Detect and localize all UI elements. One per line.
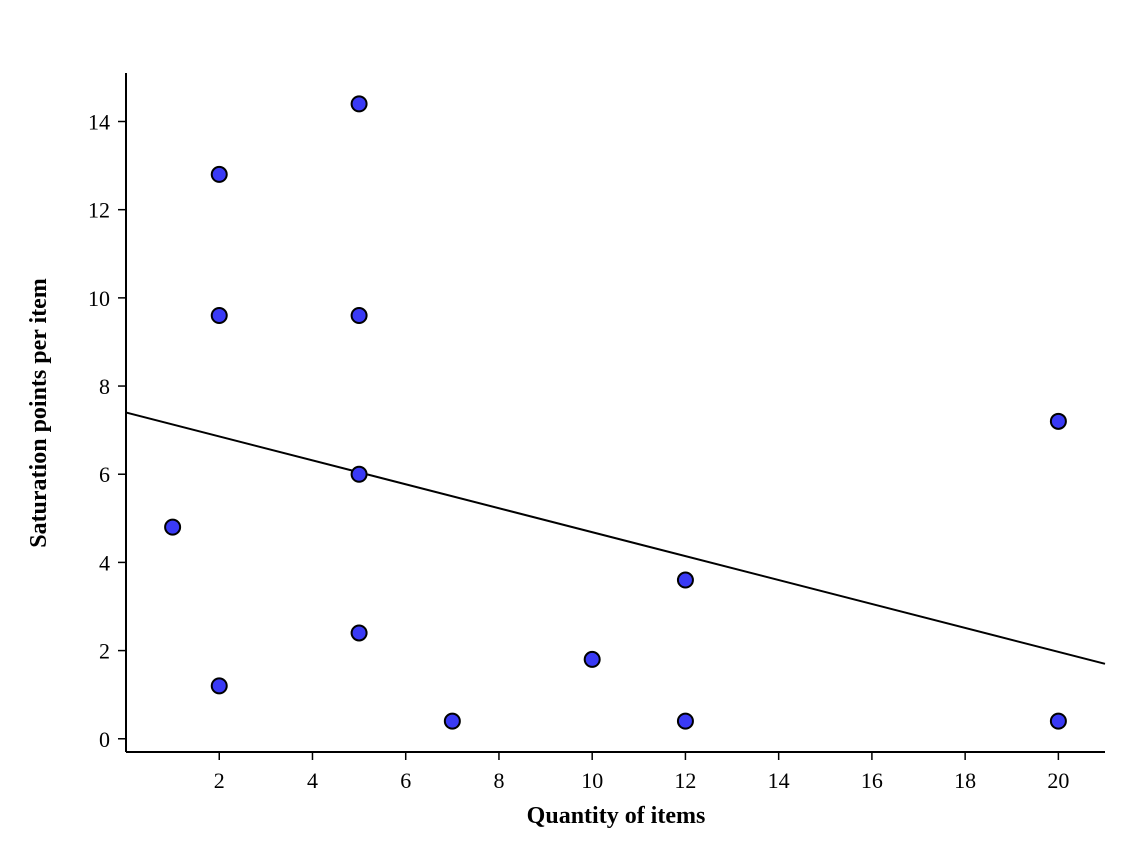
y-axis-title: Saturation points per item xyxy=(26,278,52,548)
x-tick-label: 8 xyxy=(493,768,504,793)
x-tick-label: 18 xyxy=(954,768,976,793)
y-tick-label: 14 xyxy=(88,110,110,135)
y-tick-label: 10 xyxy=(88,286,110,311)
data-point xyxy=(583,650,601,668)
x-tick-label: 20 xyxy=(1047,768,1069,793)
trend-line xyxy=(125,411,1106,665)
data-point xyxy=(350,95,368,113)
data-point xyxy=(676,571,694,589)
data-point xyxy=(1049,712,1067,730)
x-tick-label: 2 xyxy=(214,768,225,793)
x-tick-label: 6 xyxy=(400,768,411,793)
data-point xyxy=(350,307,368,324)
y-tick-label: 8 xyxy=(99,374,110,399)
x-tick-label: 16 xyxy=(861,768,883,793)
data-point xyxy=(350,624,368,642)
data-point xyxy=(676,712,694,730)
y-tick-label: 0 xyxy=(99,727,110,752)
data-point xyxy=(210,677,228,695)
x-tick-label: 4 xyxy=(307,768,318,793)
trend-line-group xyxy=(125,411,1106,665)
x-axis-title: Quantity of items xyxy=(527,803,706,829)
data-point xyxy=(210,165,228,183)
y-axis-ticks: 0 2 4 6 8 10 12 14 xyxy=(88,110,126,752)
data-point xyxy=(164,518,182,536)
data-point xyxy=(210,307,228,324)
x-tick-label: 14 xyxy=(768,768,790,793)
y-tick-label: 6 xyxy=(99,462,110,487)
x-tick-label: 10 xyxy=(581,768,603,793)
data-point xyxy=(443,712,461,730)
data-point xyxy=(1049,412,1067,430)
data-points xyxy=(164,95,1067,730)
x-axis-ticks: 2 4 6 8 10 12 14 16 18 20 xyxy=(214,752,1069,793)
x-tick-label: 12 xyxy=(674,768,696,793)
y-tick-label: 2 xyxy=(99,639,110,664)
y-tick-label: 12 xyxy=(88,198,110,223)
y-tick-label: 4 xyxy=(99,550,110,575)
axes: 2 4 6 8 10 12 14 16 18 20 0 2 4 6 8 10 12 14 xyxy=(88,73,1105,793)
data-point xyxy=(350,465,368,483)
